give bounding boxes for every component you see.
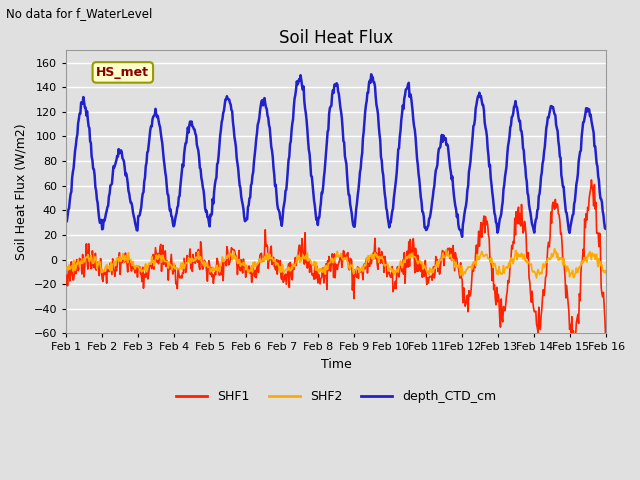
Text: HS_met: HS_met (97, 66, 149, 79)
Text: No data for f_WaterLevel: No data for f_WaterLevel (6, 7, 153, 20)
Y-axis label: Soil Heat Flux (W/m2): Soil Heat Flux (W/m2) (15, 123, 28, 260)
Title: Soil Heat Flux: Soil Heat Flux (279, 29, 394, 48)
Legend: SHF1, SHF2, depth_CTD_cm: SHF1, SHF2, depth_CTD_cm (171, 385, 501, 408)
X-axis label: Time: Time (321, 358, 351, 371)
